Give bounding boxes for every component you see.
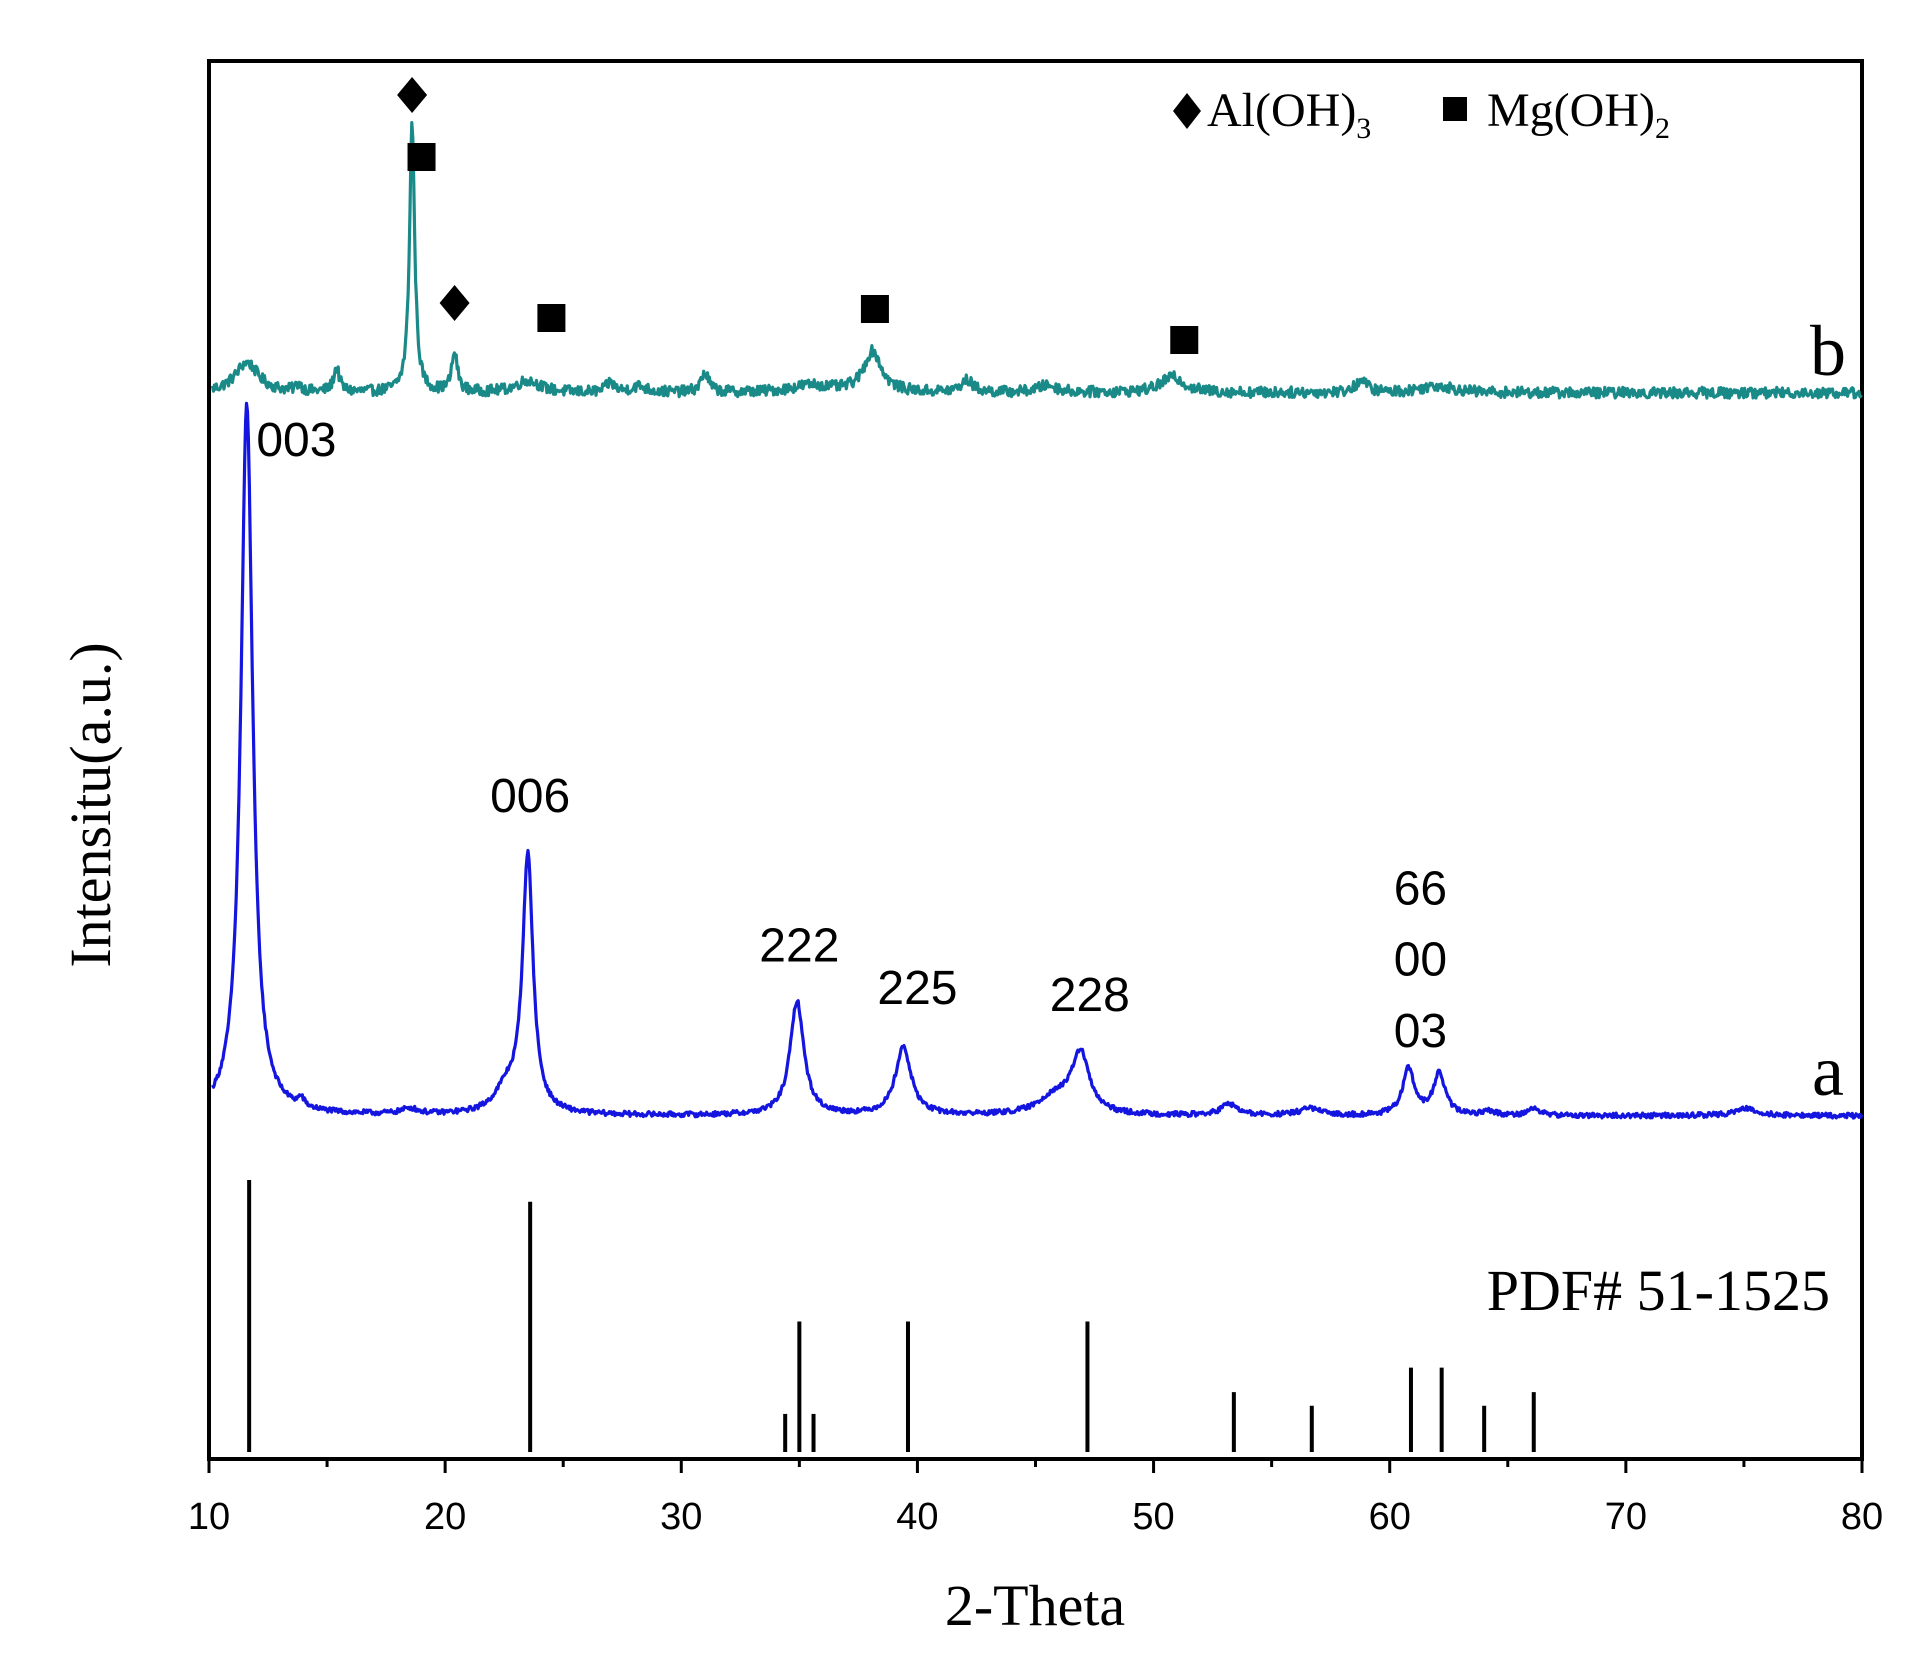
peak-label: 66	[1394, 862, 1447, 915]
phase-markers	[397, 77, 1199, 354]
x-tick-label: 60	[1369, 1496, 1411, 1538]
x-tick-label: 30	[660, 1496, 702, 1538]
square-icon	[1443, 97, 1467, 121]
plot-frame	[207, 59, 1864, 1461]
legend-label-aloh3: Al(OH)	[1207, 84, 1356, 137]
legend-subscript-aloh3: 3	[1356, 112, 1371, 145]
x-tick-label: 20	[424, 1496, 466, 1538]
reference-label: PDF# 51-1525	[1487, 1258, 1830, 1323]
x-axis-ticks: 10 20 30 40 50 60 70 80	[188, 1459, 1883, 1538]
peak-label: 003	[256, 414, 336, 467]
reference-pattern	[247, 1180, 1536, 1452]
peak-label: 225	[877, 962, 957, 1015]
legend: Al(OH)3 Mg(OH)2	[1173, 84, 1670, 145]
y-axis-title: Intensitu(a.u.)	[58, 642, 123, 967]
svg-text:Al(OH)3: Al(OH)3	[1207, 84, 1371, 145]
legend-item-aloh3: Al(OH)3	[1173, 84, 1371, 145]
peak-label: 006	[490, 770, 570, 823]
peak-label: 228	[1050, 969, 1130, 1022]
series-label-b: b	[1810, 311, 1846, 391]
legend-subscript-mgoh2: 2	[1655, 112, 1670, 145]
peak-label: 03	[1394, 1005, 1447, 1058]
x-tick-label: 40	[896, 1496, 938, 1538]
svg-text:Mg(OH)2: Mg(OH)2	[1487, 84, 1670, 145]
x-axis-title: 2-Theta	[945, 1573, 1125, 1638]
diamond-icon	[1173, 93, 1201, 129]
square-marker-icon	[407, 143, 436, 171]
diamond-marker-icon	[439, 285, 470, 321]
x-tick-label: 80	[1841, 1496, 1883, 1538]
x-tick-label: 50	[1132, 1496, 1174, 1538]
x-tick-label: 70	[1605, 1496, 1647, 1538]
square-marker-icon	[537, 304, 566, 332]
peak-label: 222	[759, 919, 839, 972]
series-layer	[210, 121, 1864, 1120]
diamond-marker-icon	[397, 77, 428, 113]
square-marker-icon	[860, 295, 889, 323]
series-labels: ba	[1810, 311, 1846, 1111]
series-line-b	[210, 121, 1863, 400]
square-marker-icon	[1170, 326, 1199, 354]
x-tick-label: 10	[188, 1496, 230, 1538]
peak-labels: 003 006 222 225 228 66 00 03	[256, 414, 1447, 1058]
series-label-a: a	[1812, 1031, 1844, 1111]
legend-item-mgoh2: Mg(OH)2	[1443, 84, 1670, 145]
series-line-a	[211, 401, 1864, 1120]
legend-label-mgoh2: Mg(OH)	[1487, 84, 1655, 137]
peak-label: 00	[1394, 934, 1447, 987]
